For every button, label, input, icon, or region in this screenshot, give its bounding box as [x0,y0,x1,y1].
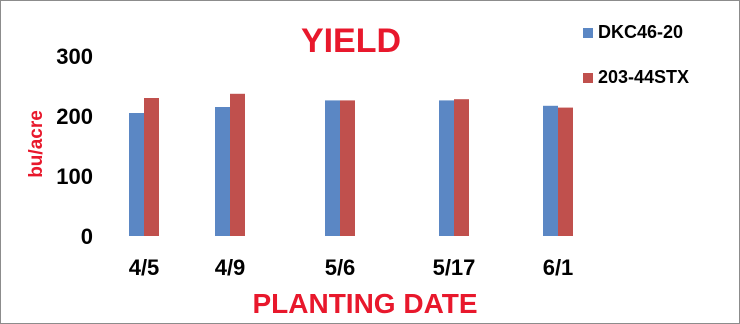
bar-203-44stx-6-1 [558,107,573,236]
x-tick-labels: 4/5 4/9 5/6 5/17 6/1 [129,255,574,280]
legend-label: DKC46-20 [598,22,683,42]
bar-dkc46-20-4-9 [215,107,230,236]
bar-203-44stx-4-9 [230,93,245,236]
bars [129,93,573,237]
bar-203-44stx-5-17 [454,99,469,236]
y-tick-label: 100 [56,164,93,189]
x-tick-label: 6/1 [543,255,574,280]
bar-dkc46-20-6-1 [543,105,558,236]
x-tick-label: 4/9 [215,255,246,280]
y-tick-labels: 0 100 200 300 [56,44,93,249]
x-axis-label: PLANTING DATE [252,288,477,319]
bar-dkc46-20-5-17 [439,100,454,237]
legend-swatch [583,28,593,38]
x-tick-label: 5/17 [433,255,476,280]
legend: DKC46-20 203-44STX [583,22,689,87]
x-tick-label: 4/5 [129,255,160,280]
y-tick-label: 0 [81,224,93,249]
bar-203-44stx-5-6 [340,100,355,237]
bar-dkc46-20-5-6 [325,100,340,237]
bar-dkc46-20-4-5 [129,113,144,236]
chart-title: YIELD [301,22,401,60]
legend-label: 203-44STX [598,67,689,87]
y-tick-label: 200 [56,104,93,129]
bar-203-44stx-4-5 [144,98,159,236]
y-tick-label: 300 [56,44,93,69]
y-axis-label: bu/acre [26,110,47,178]
x-tick-label: 5/6 [325,255,356,280]
legend-swatch [583,73,593,83]
